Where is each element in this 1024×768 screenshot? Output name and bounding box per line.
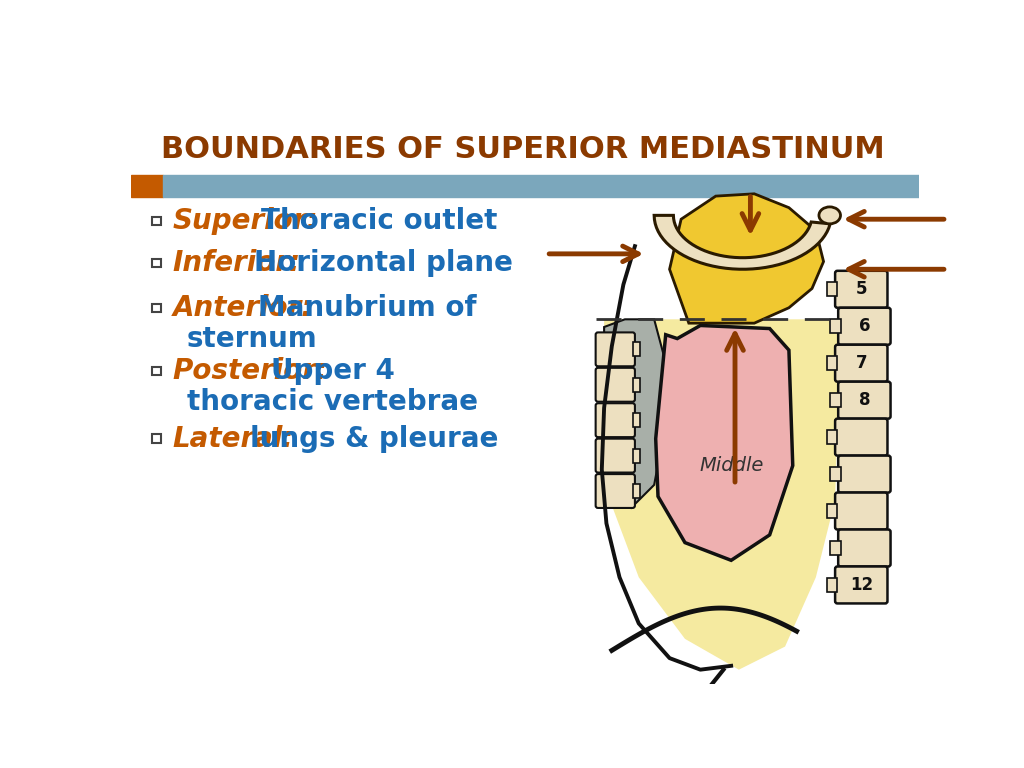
- FancyBboxPatch shape: [839, 308, 891, 345]
- Bar: [153, 435, 161, 443]
- FancyBboxPatch shape: [836, 492, 888, 529]
- Bar: [826, 578, 838, 592]
- Ellipse shape: [819, 207, 841, 223]
- Text: sternum: sternum: [186, 325, 317, 353]
- Bar: [633, 343, 640, 356]
- Polygon shape: [654, 215, 830, 270]
- Bar: [153, 303, 161, 312]
- Polygon shape: [655, 326, 793, 561]
- Bar: [826, 430, 838, 444]
- Text: Middle: Middle: [699, 456, 763, 475]
- Polygon shape: [670, 194, 823, 323]
- Text: Anterior:: Anterior:: [173, 294, 313, 322]
- Bar: [131, 175, 163, 197]
- Text: Horizontal plane: Horizontal plane: [254, 249, 513, 277]
- FancyBboxPatch shape: [839, 382, 891, 419]
- Text: 12: 12: [850, 576, 872, 594]
- Bar: [826, 504, 838, 518]
- FancyBboxPatch shape: [596, 368, 635, 402]
- Text: Lateral:: Lateral:: [173, 425, 295, 452]
- Bar: [829, 541, 841, 555]
- Text: thoracic vertebrae: thoracic vertebrae: [186, 388, 478, 415]
- Bar: [163, 175, 920, 197]
- FancyBboxPatch shape: [596, 403, 635, 437]
- FancyBboxPatch shape: [836, 419, 888, 455]
- Text: Manubrium of: Manubrium of: [258, 294, 476, 322]
- Polygon shape: [604, 319, 841, 670]
- Bar: [829, 467, 841, 481]
- Bar: [153, 259, 161, 267]
- Bar: [633, 449, 640, 462]
- Bar: [633, 413, 640, 427]
- Text: 6: 6: [858, 317, 870, 336]
- FancyBboxPatch shape: [839, 529, 891, 567]
- Text: Posterior:: Posterior:: [173, 357, 328, 385]
- FancyBboxPatch shape: [836, 271, 888, 308]
- Bar: [633, 484, 640, 498]
- Text: BOUNDARIES OF SUPERIOR MEDIASTINUM: BOUNDARIES OF SUPERIOR MEDIASTINUM: [162, 135, 885, 164]
- FancyBboxPatch shape: [596, 439, 635, 472]
- Bar: [829, 393, 841, 407]
- FancyBboxPatch shape: [836, 567, 888, 604]
- Bar: [153, 366, 161, 375]
- Text: 5: 5: [855, 280, 867, 298]
- Text: 7: 7: [855, 354, 867, 372]
- Text: lungs & pleurae: lungs & pleurae: [250, 425, 499, 452]
- FancyBboxPatch shape: [596, 333, 635, 366]
- Text: Upper 4: Upper 4: [271, 357, 395, 385]
- Bar: [826, 283, 838, 296]
- Text: Thoracic outlet: Thoracic outlet: [261, 207, 498, 235]
- FancyBboxPatch shape: [839, 455, 891, 492]
- Polygon shape: [604, 319, 670, 508]
- Text: Inferior:: Inferior:: [173, 249, 301, 277]
- FancyBboxPatch shape: [836, 345, 888, 382]
- Text: 8: 8: [858, 391, 870, 409]
- Bar: [829, 319, 841, 333]
- Bar: [826, 356, 838, 370]
- Bar: [153, 217, 161, 225]
- Text: Superior:: Superior:: [173, 207, 318, 235]
- Bar: [633, 378, 640, 392]
- FancyBboxPatch shape: [596, 474, 635, 508]
